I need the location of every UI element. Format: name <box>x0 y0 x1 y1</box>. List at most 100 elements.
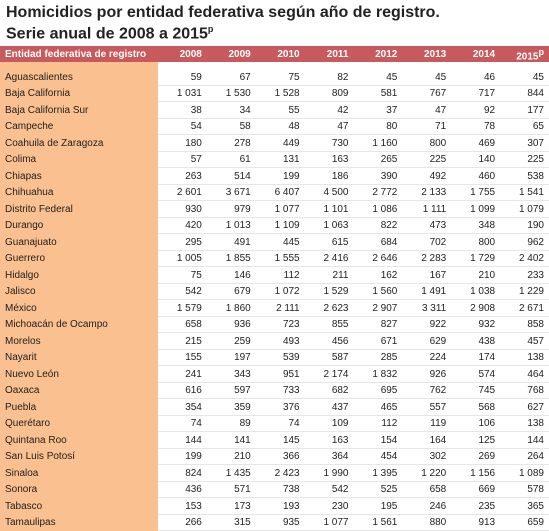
cell-value: 1 156 <box>451 464 501 482</box>
cell-value: 75 <box>255 69 305 86</box>
cell-value: 2 908 <box>451 299 501 317</box>
cell-value: 162 <box>353 266 403 284</box>
cell-value: 616 <box>158 382 207 400</box>
column-header: Entidad federativa de registro <box>0 46 158 63</box>
cell-value: 1 395 <box>353 464 403 482</box>
cell-value: 80 <box>353 118 403 136</box>
cell-value: 2 646 <box>353 250 403 268</box>
header-text: 2009 <box>228 48 251 60</box>
state-name: Querétaro <box>0 415 158 433</box>
state-name: Tabasco <box>0 497 158 515</box>
cell-value: 106 <box>451 415 501 433</box>
cell-value: 233 <box>500 266 549 284</box>
header-text: 2010 <box>277 48 300 60</box>
state-name: Chihuahua <box>0 184 158 202</box>
state-name: México <box>0 299 158 317</box>
column-header: 2011 <box>304 46 354 63</box>
cell-value: 1 832 <box>353 365 403 383</box>
cell-value: 702 <box>402 233 452 251</box>
table-row: Durango 420 1 013 1 109 1 063 822 473 348 190 <box>0 217 549 235</box>
cell-value: 164 <box>402 431 452 449</box>
cell-value: 59 <box>158 69 207 86</box>
cell-value: 542 <box>158 283 207 301</box>
cell-value: 1 063 <box>304 217 354 235</box>
cell-value: 140 <box>451 151 501 169</box>
table-row: Nayarit 155 197 539 587 285 224 174 138 <box>0 349 549 367</box>
cell-value: 1 089 <box>500 464 549 482</box>
cell-value: 1 561 <box>353 514 403 531</box>
cell-value: 629 <box>402 332 452 350</box>
cell-value: 437 <box>304 398 354 416</box>
table-row: Distrito Federal 930 979 1 077 1 101 1 086 1 1… <box>0 200 549 218</box>
table-row: Chihuahua 2 601 3 671 6 407 4 500 2 772 2 133 1… <box>0 184 549 202</box>
table-row: Tamaulipas 266 315 935 1 077 1 561 880 913 659 <box>0 514 549 531</box>
state-name: Puebla <box>0 398 158 416</box>
cell-value: 75 <box>158 266 207 284</box>
table-row: Nuevo León 241 343 951 2 174 1 832 926 574 464 <box>0 365 549 383</box>
cell-value: 211 <box>304 266 354 284</box>
cell-value: 2 416 <box>304 250 354 268</box>
cell-value: 1 160 <box>353 134 403 152</box>
cell-value: 1 099 <box>451 200 501 218</box>
state-name: Jalisco <box>0 283 158 301</box>
cell-value: 1 101 <box>304 200 354 218</box>
cell-value: 1 990 <box>304 464 354 482</box>
cell-value: 1 541 <box>500 184 549 202</box>
table-row: Michoacán de Ocampo 658 936 723 855 827 922 932… <box>0 316 549 334</box>
cell-value: 1 560 <box>353 283 403 301</box>
cell-value: 197 <box>206 349 256 367</box>
cell-value: 235 <box>451 497 501 515</box>
cell-value: 762 <box>402 382 452 400</box>
cell-value: 89 <box>206 415 256 433</box>
cell-value: 42 <box>304 101 354 119</box>
cell-value: 348 <box>451 217 501 235</box>
cell-value: 190 <box>500 217 549 235</box>
cell-value: 571 <box>206 481 256 499</box>
cell-value: 1 579 <box>158 299 207 317</box>
table-row: Morelos 215 259 493 456 671 629 438 457 <box>0 332 549 350</box>
table-row: Guerrero 1 005 1 855 1 555 2 416 2 646 2 283 1 … <box>0 250 549 268</box>
table-row: Baja California 1 031 1 530 1 528 809 581 767 7… <box>0 85 549 103</box>
state-name: Campeche <box>0 118 158 136</box>
cell-value: 225 <box>402 151 452 169</box>
cell-value: 930 <box>158 200 207 218</box>
cell-value: 354 <box>158 398 207 416</box>
cell-value: 163 <box>304 431 354 449</box>
cell-value: 457 <box>500 332 549 350</box>
cell-value: 717 <box>451 85 501 103</box>
cell-value: 587 <box>304 349 354 367</box>
cell-value: 538 <box>500 167 549 185</box>
spacer-cell <box>500 62 549 69</box>
cell-value: 568 <box>451 398 501 416</box>
cell-value: 285 <box>353 349 403 367</box>
cell-value: 215 <box>158 332 207 350</box>
cell-value: 1 855 <box>206 250 256 268</box>
cell-value: 822 <box>353 217 403 235</box>
cell-value: 74 <box>255 415 305 433</box>
cell-value: 578 <box>500 481 549 499</box>
cell-value: 733 <box>255 382 305 400</box>
table-row: Puebla 354 359 376 437 465 557 568 627 <box>0 398 549 416</box>
cell-value: 390 <box>353 167 403 185</box>
header-text: 2014 <box>472 48 496 60</box>
cell-value: 138 <box>500 415 549 433</box>
spacer-cell <box>451 62 500 69</box>
cell-value: 58 <box>206 118 256 136</box>
cell-value: 436 <box>158 481 207 499</box>
cell-value: 307 <box>500 134 549 152</box>
cell-value: 269 <box>451 448 501 466</box>
cell-value: 454 <box>353 448 403 466</box>
table-row: Oaxaca 616 597 733 682 695 762 745 768 <box>0 382 549 400</box>
cell-value: 144 <box>500 431 549 449</box>
state-name: Sonora <box>0 481 158 499</box>
cell-value: 745 <box>451 382 501 400</box>
state-name: Baja California <box>0 85 158 103</box>
title: Homicidios por entidad federativa según … <box>0 0 549 21</box>
cell-value: 738 <box>255 481 305 499</box>
cell-value: 359 <box>206 398 256 416</box>
cell-value: 827 <box>353 316 403 334</box>
cell-value: 2 174 <box>304 365 354 383</box>
cell-value: 723 <box>255 316 305 334</box>
cell-value: 514 <box>206 167 256 185</box>
